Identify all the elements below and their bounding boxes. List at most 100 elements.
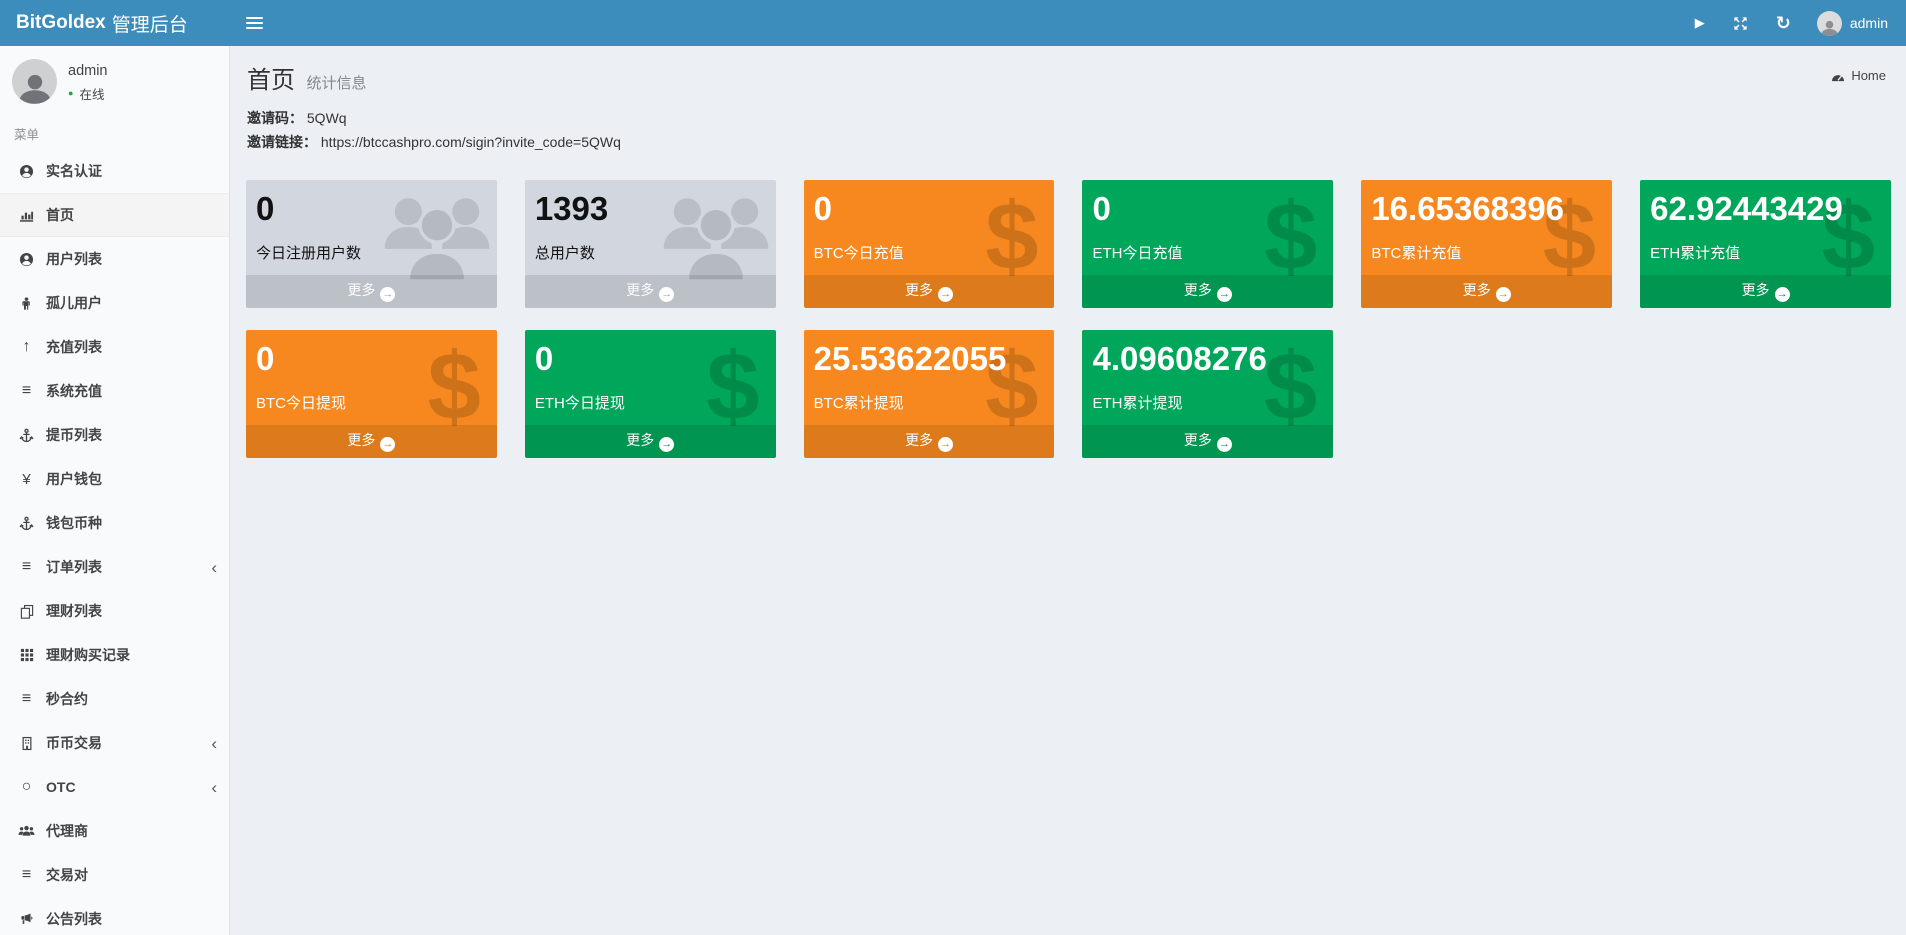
stat-box-btc-today-deposit: 0 BTC今日充值 $ 更多 → bbox=[803, 180, 1055, 308]
sidebar-item-finance-list[interactable]: 理财列表 bbox=[0, 589, 229, 633]
invite-info: 邀请码： 5QWq 邀请链接： https://btccashpro.com/s… bbox=[231, 95, 1906, 152]
user-menu[interactable]: admin bbox=[1805, 0, 1906, 46]
sidebar-item-coin-trade[interactable]: 币币交易 ‹ bbox=[0, 721, 229, 765]
copy-icon bbox=[15, 604, 38, 619]
dollar-icon: $ bbox=[985, 333, 1039, 440]
sidebar-user-panel: admin ● 在线 bbox=[0, 46, 229, 114]
more-link[interactable]: 更多 → bbox=[1082, 275, 1334, 308]
sidebar-item-label: 用户列表 bbox=[46, 251, 102, 267]
sidebar-item-user-list[interactable]: 用户列表 bbox=[0, 237, 229, 281]
sidebar-item-label: 订单列表 bbox=[46, 559, 102, 575]
sidebar-item-label: 交易对 bbox=[46, 867, 88, 883]
stat-box-eth-today-deposit: 0 ETH今日充值 $ 更多 → bbox=[1082, 180, 1334, 308]
invite-link-line: 邀请链接： https://btccashpro.com/sigin?invit… bbox=[247, 132, 1890, 152]
sidebar-item-label: 充值列表 bbox=[46, 339, 102, 355]
sidebar-menu: 实名认证 首页 用户列表 孤儿用户 ↑ 充值列表 ≡ 系统充值 bbox=[0, 149, 229, 935]
menu-section-label: 菜单 bbox=[14, 128, 40, 142]
bars-icon: ≡ bbox=[21, 382, 32, 399]
sidebar-item-recharge-list[interactable]: ↑ 充值列表 bbox=[0, 325, 229, 369]
arrow-circle-right-icon: → bbox=[938, 287, 954, 302]
stat-box-eth-total-withdraw: 4.09608276 ETH累计提现 $ 更多 → bbox=[1082, 330, 1334, 458]
invite-link-label: 邀请链接： bbox=[247, 134, 317, 150]
sidebar-item-wallet-coins[interactable]: 钱包币种 bbox=[0, 501, 229, 545]
box-value: 25.53622055 bbox=[813, 340, 1007, 377]
sidebar-item-label: 理财购买记录 bbox=[46, 647, 130, 663]
page-title: 首页 bbox=[247, 67, 295, 94]
breadcrumb[interactable]: Home bbox=[1831, 68, 1886, 83]
grid-icon bbox=[15, 648, 38, 662]
sidebar-item-trading-pairs[interactable]: ≡ 交易对 bbox=[0, 853, 229, 897]
arrow-up-icon: ↑ bbox=[22, 338, 31, 355]
sidebar-item-label: 公告列表 bbox=[46, 911, 102, 927]
more-link[interactable]: 更多 → bbox=[1082, 425, 1334, 458]
hamburger-icon bbox=[245, 17, 263, 19]
sidebar-item-second-contract[interactable]: ≡ 秒合约 bbox=[0, 677, 229, 721]
users-group-icon bbox=[662, 193, 770, 281]
more-link[interactable]: 更多 → bbox=[246, 275, 497, 308]
sidebar-toggle-button[interactable] bbox=[230, 0, 278, 46]
more-link[interactable]: 更多 → bbox=[803, 275, 1055, 308]
sidebar-item-agents[interactable]: 代理商 bbox=[0, 809, 229, 853]
sidebar-item-label: 用户钱包 bbox=[46, 471, 102, 487]
sidebar-item-label: 提币列表 bbox=[46, 427, 102, 443]
more-link[interactable]: 更多 → bbox=[803, 425, 1055, 458]
box-value: 0 bbox=[534, 340, 554, 377]
bullhorn-icon bbox=[15, 912, 38, 926]
box-label: BTC今日充值 bbox=[813, 244, 904, 262]
sidebar-item-label: 实名认证 bbox=[46, 163, 102, 179]
sidebar-item-order-list[interactable]: ≡ 订单列表 ‹ bbox=[0, 545, 229, 589]
sidebar-item-announcement-list[interactable]: 公告列表 bbox=[0, 897, 229, 935]
dashboard-gauge-icon bbox=[1831, 70, 1845, 82]
breadcrumb-home: Home bbox=[1851, 68, 1886, 83]
box-value: 0 bbox=[256, 340, 275, 377]
arrow-circle-right-icon: → bbox=[1495, 287, 1511, 302]
sidebar-item-withdraw-list[interactable]: 提币列表 bbox=[0, 413, 229, 457]
sidebar-item-label: 钱包币种 bbox=[46, 515, 102, 531]
online-status-label: 在线 bbox=[79, 88, 105, 102]
sidebar-item-label: 代理商 bbox=[46, 823, 88, 839]
refresh-button[interactable]: ↻ bbox=[1762, 0, 1805, 46]
brand-suffix: 管理后台 bbox=[111, 14, 188, 36]
arrow-circle-right-icon: → bbox=[380, 287, 396, 302]
anchor-icon bbox=[15, 516, 38, 531]
dollar-icon: $ bbox=[1542, 183, 1597, 290]
sidebar-item-system-recharge[interactable]: ≡ 系统充值 bbox=[0, 369, 229, 413]
bar-chart-icon bbox=[15, 208, 38, 223]
play-icon: ▶ bbox=[1694, 15, 1705, 30]
box-value: 4.09608276 bbox=[1092, 340, 1267, 377]
stat-box-btc-total-withdraw: 25.53622055 BTC累计提现 $ 更多 → bbox=[803, 330, 1055, 458]
more-link[interactable]: 更多 → bbox=[246, 425, 497, 458]
box-value: 1393 bbox=[534, 190, 609, 227]
stat-box-btc-total-deposit: 16.65368396 BTC累计充值 $ 更多 → bbox=[1361, 180, 1613, 308]
box-value: 0 bbox=[1092, 190, 1111, 227]
sidebar-item-label: 首页 bbox=[46, 207, 74, 223]
invite-code-line: 邀请码： 5QWq bbox=[247, 108, 1890, 128]
align-center-icon: ≡ bbox=[21, 558, 32, 575]
navbar-username: admin bbox=[1849, 15, 1888, 31]
stat-boxes: 0 今日注册用户数 更多 → 1393 总用户数 更多 → 0 BTC今日充值 $ … bbox=[231, 156, 1906, 458]
sidebar-item-finance-purchase-records[interactable]: 理财购买记录 bbox=[0, 633, 229, 677]
sidebar-item-real-name-auth[interactable]: 实名认证 bbox=[0, 149, 229, 193]
more-link[interactable]: 更多 → bbox=[1361, 275, 1613, 308]
box-label: 今日注册用户数 bbox=[256, 244, 362, 262]
arrow-circle-right-icon: → bbox=[659, 437, 675, 452]
arrow-circle-right-icon: → bbox=[1216, 437, 1232, 452]
brand-logo[interactable]: BitGoldex 管理后台 bbox=[0, 0, 230, 46]
more-link[interactable]: 更多 → bbox=[524, 425, 776, 458]
play-button[interactable]: ▶ bbox=[1681, 0, 1719, 46]
male-icon bbox=[15, 296, 38, 311]
more-link[interactable]: 更多 → bbox=[1640, 275, 1891, 308]
more-link[interactable]: 更多 → bbox=[524, 275, 776, 308]
sidebar-item-home[interactable]: 首页 bbox=[0, 193, 229, 237]
sidebar-item-otc[interactable]: ○ OTC ‹ bbox=[0, 765, 229, 809]
fullscreen-button[interactable] bbox=[1719, 0, 1762, 46]
sidebar-item-label: 系统充值 bbox=[46, 383, 102, 399]
dollar-icon: $ bbox=[1263, 333, 1318, 440]
arrow-circle-right-icon: → bbox=[659, 287, 675, 302]
stat-box-btc-today-withdraw: 0 BTC今日提现 $ 更多 → bbox=[246, 330, 497, 458]
sidebar-item-orphan-users[interactable]: 孤儿用户 bbox=[0, 281, 229, 325]
sidebar-item-user-wallet[interactable]: ¥ 用户钱包 bbox=[0, 457, 229, 501]
box-value: 16.65368396 bbox=[1371, 190, 1565, 227]
building-icon bbox=[15, 736, 38, 751]
box-label: BTC今日提现 bbox=[256, 394, 347, 412]
